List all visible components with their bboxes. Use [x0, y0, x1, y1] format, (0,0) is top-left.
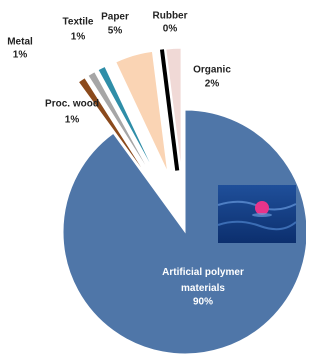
category-label: Metal — [7, 37, 33, 48]
category-label: Textile — [63, 17, 94, 28]
value-label: 1% — [13, 50, 28, 61]
value-label: 90% — [193, 297, 213, 308]
category-label: Paper — [101, 12, 129, 23]
category-label: Proc. wood — [45, 99, 99, 110]
category-label-line: materials — [181, 283, 225, 294]
value-label: 0% — [163, 24, 178, 35]
value-label: 1% — [65, 115, 80, 126]
value-label: 2% — [205, 79, 220, 90]
photo — [218, 185, 296, 243]
chart: Artificial polymer materials 90% Proc. wood… — [0, 0, 306, 356]
category-label: Organic — [193, 65, 231, 76]
category-label-line: Artificial polymer — [162, 267, 244, 278]
value-label: 5% — [108, 26, 123, 37]
value-label: 1% — [71, 32, 86, 43]
category-label: Rubber — [153, 11, 188, 22]
